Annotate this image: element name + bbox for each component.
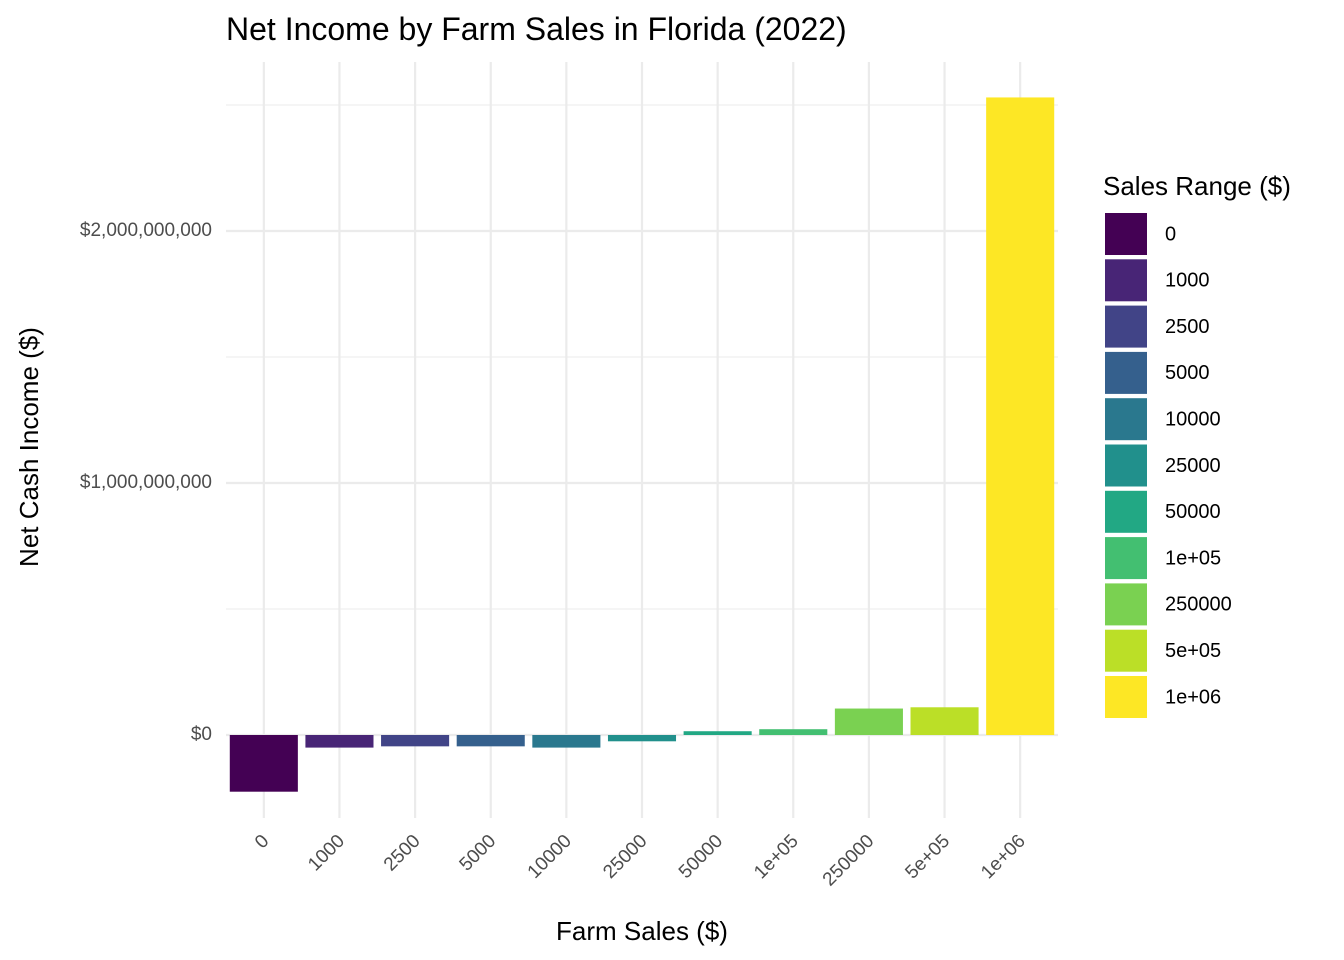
legend-key-25000 <box>1105 444 1147 487</box>
bar-250000 <box>834 708 903 735</box>
legend: 0 1000 2500 5000 10000 25000 50000 1e+05 250000 5… <box>1105 213 1232 718</box>
y-axis-tick-labels: $0 $1,000,000,000 $2,000,000,000 <box>80 220 212 745</box>
x-tick-label: 250000 <box>819 831 879 891</box>
x-tick-label: 2500 <box>380 831 425 876</box>
legend-label: 10000 <box>1165 408 1221 430</box>
y-tick-label: $0 <box>191 724 212 745</box>
y-axis-title: Net Cash Income ($) <box>14 327 44 567</box>
x-tick-label: 1e+06 <box>977 831 1030 884</box>
legend-title: Sales Range ($) <box>1103 171 1291 201</box>
legend-key-10000 <box>1105 398 1147 441</box>
legend-label: 1e+06 <box>1165 686 1221 708</box>
legend-label: 2500 <box>1165 316 1210 338</box>
legend-label: 0 <box>1165 223 1176 245</box>
bar-1e+06 <box>986 97 1055 735</box>
bar-25000 <box>607 735 677 742</box>
legend-key-5000 <box>1105 351 1147 394</box>
bars <box>229 97 1055 792</box>
legend-label: 1000 <box>1165 270 1210 292</box>
legend-label: 5e+05 <box>1165 640 1221 662</box>
x-tick-label: 10000 <box>524 831 576 883</box>
legend-key-50000 <box>1105 490 1147 533</box>
bar-50000 <box>683 731 752 735</box>
grid-lines <box>226 62 1058 818</box>
legend-key-1000 <box>1105 259 1147 302</box>
x-tick-label: 1000 <box>304 831 349 876</box>
x-tick-label: 0 <box>251 831 273 853</box>
y-tick-label: $1,000,000,000 <box>80 472 212 493</box>
legend-key-250000 <box>1105 583 1147 626</box>
legend-label: 5000 <box>1165 362 1210 384</box>
bar-0 <box>229 735 298 792</box>
x-tick-label: 1e+05 <box>750 831 803 884</box>
bar-10000 <box>532 735 601 748</box>
legend-key-1e+06 <box>1105 676 1147 718</box>
legend-key-2500 <box>1105 305 1147 348</box>
legend-label: 1e+05 <box>1165 547 1221 569</box>
y-tick-label: $2,000,000,000 <box>80 220 212 241</box>
legend-key-5e+05 <box>1105 629 1147 672</box>
legend-label: 50000 <box>1165 501 1221 523</box>
chart-title: Net Income by Farm Sales in Florida (202… <box>226 11 847 47</box>
legend-key-0 <box>1105 213 1147 255</box>
bar-2500 <box>381 735 450 747</box>
legend-key-1e+05 <box>1105 537 1147 580</box>
x-axis-tick-labels: 0 1000 2500 5000 10000 25000 50000 1e+05 250000 5… <box>251 831 1030 891</box>
x-tick-label: 25000 <box>599 831 651 883</box>
legend-label: 25000 <box>1165 455 1221 477</box>
legend-label: 250000 <box>1165 594 1232 616</box>
bar-1e+05 <box>759 729 828 735</box>
x-axis-title: Farm Sales ($) <box>556 916 728 946</box>
bar-5000 <box>456 735 525 747</box>
x-tick-label: 5000 <box>456 831 501 876</box>
bar-5e+05 <box>910 707 979 735</box>
x-tick-label: 50000 <box>675 831 727 883</box>
x-tick-label: 5e+05 <box>901 831 954 884</box>
bar-1000 <box>305 735 374 748</box>
